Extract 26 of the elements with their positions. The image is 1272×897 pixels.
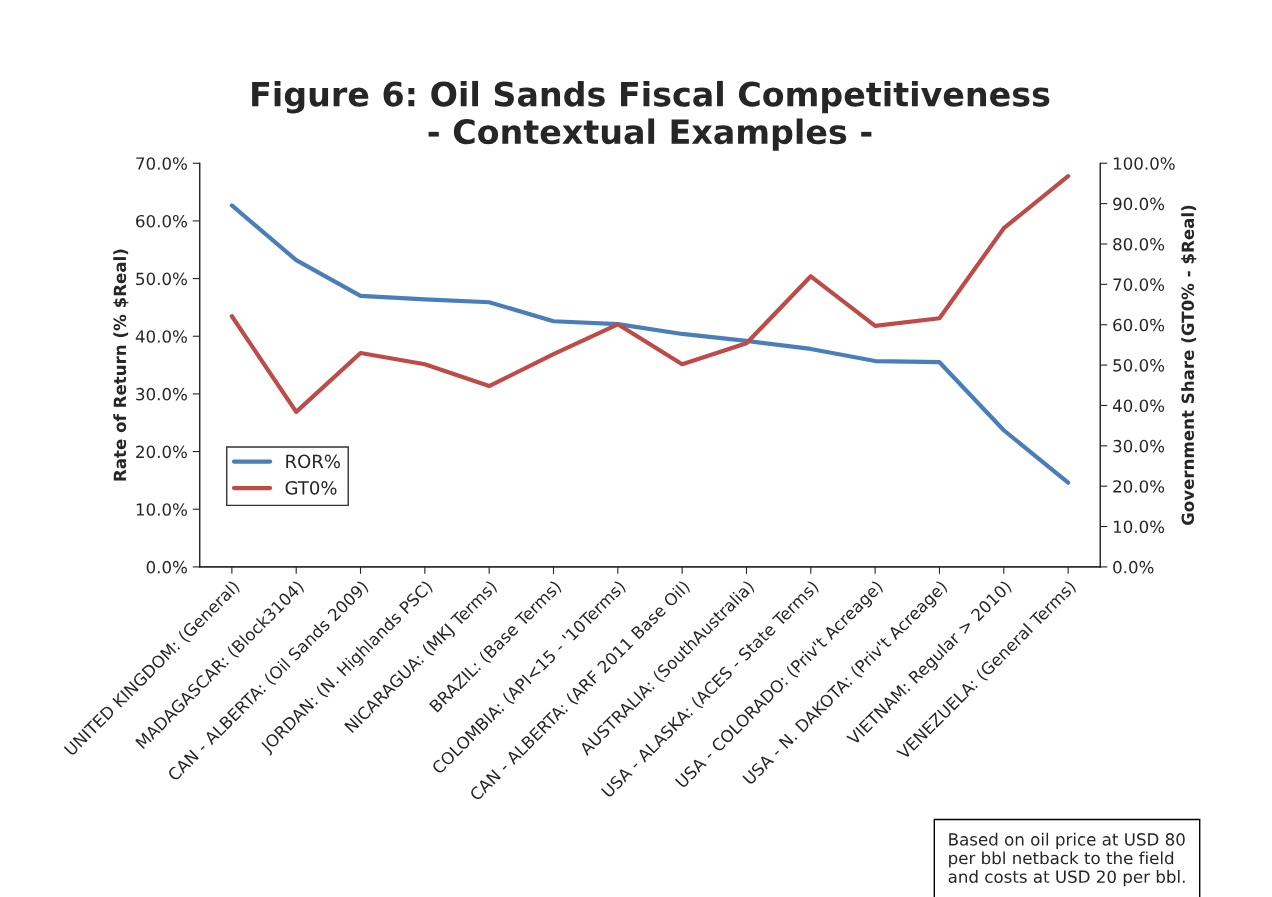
y2-tick-label: 100.0% [1113,157,1175,170]
text: Based on oil price at USD 80 per bbl netback to the field and costs at USD 20 per bbl. [948,832,1185,887]
y-tick-label: 30.0% [136,387,187,401]
y2-tick-label: 30.0% [1113,439,1165,453]
y-tick-label: 70.0% [136,157,187,170]
y-tick-label: 40.0% [135,330,187,343]
y2-tick-label: 10.0% [1113,520,1165,534]
legend-label: ROR% [286,454,340,469]
y2-tick-label: 90.0% [1113,197,1165,211]
y-tick-label: 10.0% [136,503,187,516]
y2-tick-label: 60.0% [1113,318,1165,332]
y2-tick-label: 40.0% [1112,399,1165,413]
y-tick-label: 0.0% [146,560,187,574]
y-tick-label: 50.0% [136,272,187,286]
y-axis-title: Rate of Return (% $Real) [113,249,129,481]
y2-tick-label: 50.0% [1113,359,1165,372]
chart-title: Figure 6: Oil Sands Fiscal Competitiveness - Contextual Examples - [252,80,1050,151]
y2-tick-label: 70.0% [1113,278,1165,291]
y-tick-label: 60.0% [136,214,187,228]
legend-label: GT0% [285,481,337,495]
y-tick-label: 20.0% [136,445,187,459]
y2-tick-label: 80.0% [1113,237,1165,251]
line-series [229,174,1071,414]
y2-tick-label: 20.0% [1113,480,1165,493]
y2-axis-title: Government Share (GT0% - $Real) [1181,205,1197,526]
y2-tick-label: 0.0% [1113,560,1154,574]
